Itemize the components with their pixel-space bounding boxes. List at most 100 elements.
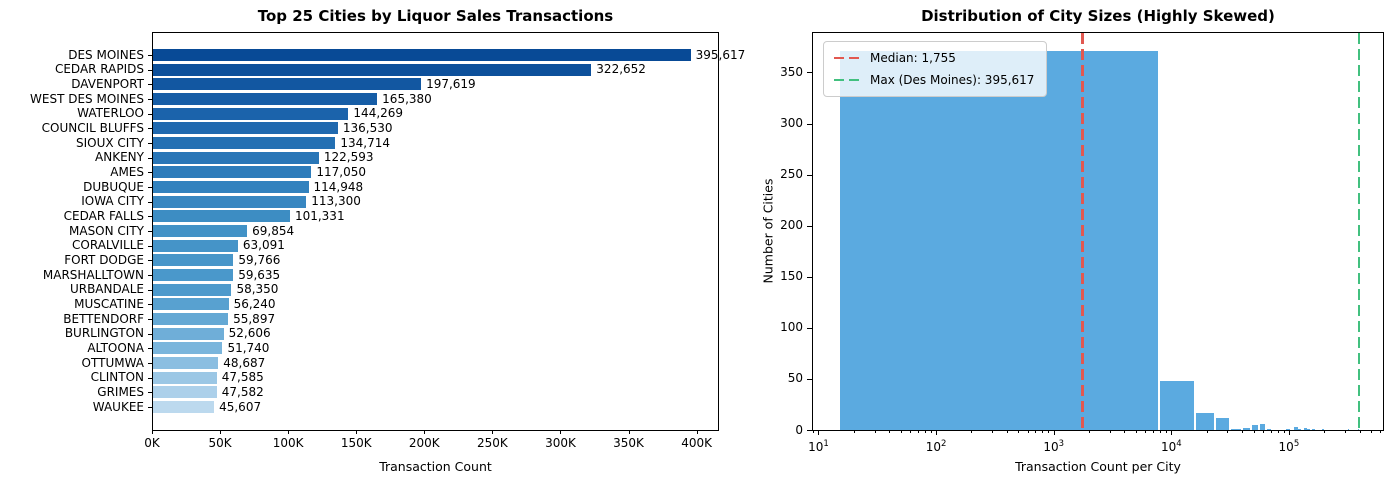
category-label: SIOUX CITY bbox=[76, 135, 144, 150]
legend-label-median: Median: 1,755 bbox=[870, 50, 956, 65]
x-tick-label: 300K bbox=[545, 436, 576, 450]
x-minor-tick bbox=[900, 430, 902, 433]
y-tick bbox=[148, 55, 152, 56]
x-tick-label: 50K bbox=[208, 436, 232, 450]
x-minor-tick bbox=[1042, 430, 1044, 433]
x-minor-tick bbox=[924, 430, 926, 433]
histogram-bar bbox=[1194, 412, 1216, 430]
y-tick-label: 250 bbox=[780, 167, 803, 182]
category-label: BURLINGTON bbox=[64, 326, 144, 341]
x-minor-tick bbox=[917, 430, 919, 433]
histogram-bar bbox=[1321, 428, 1324, 430]
bar bbox=[153, 312, 229, 326]
x-tick-label: 0K bbox=[144, 436, 160, 450]
bar-value-label: 47,585 bbox=[221, 370, 264, 385]
x-minor-tick bbox=[1006, 430, 1008, 433]
y-tick bbox=[148, 245, 152, 247]
bar-value-label: 114,948 bbox=[313, 179, 364, 194]
histogram-bar bbox=[1215, 417, 1231, 430]
y-tick-label: 50 bbox=[787, 371, 803, 386]
bar-value-label: 58,350 bbox=[236, 282, 279, 297]
x-tick-label: 103 bbox=[1029, 437, 1079, 455]
bar bbox=[153, 254, 234, 267]
y-tick-label: 100 bbox=[780, 320, 803, 335]
histogram-bar bbox=[1306, 428, 1310, 430]
y-tick bbox=[148, 69, 152, 71]
y-tick bbox=[148, 348, 152, 350]
category-label: WEST DES MOINES bbox=[30, 91, 144, 106]
histogram-bar bbox=[1265, 428, 1272, 430]
bar bbox=[153, 342, 223, 355]
histogram-bar bbox=[839, 51, 1160, 430]
x-minor-tick bbox=[853, 430, 855, 433]
y-tick bbox=[148, 187, 152, 188]
log-tick-text: 104 bbox=[1160, 439, 1182, 454]
y-tick bbox=[148, 216, 152, 218]
y-tick bbox=[148, 260, 152, 262]
category-label: DAVENPORT bbox=[71, 76, 144, 91]
bar-value-label: 322,652 bbox=[596, 62, 646, 77]
median-dashed-line-swatch bbox=[834, 56, 860, 60]
y-tick bbox=[148, 172, 152, 174]
bar bbox=[153, 48, 691, 62]
log-tick-text: 101 bbox=[808, 439, 829, 454]
x-tick bbox=[560, 430, 562, 434]
bar-chart-plot-area bbox=[152, 32, 719, 431]
y-tick bbox=[148, 392, 152, 394]
bar-value-label: 63,091 bbox=[242, 238, 285, 253]
x-minor-tick bbox=[1242, 430, 1244, 433]
x-minor-tick bbox=[1145, 430, 1147, 433]
x-tick bbox=[1171, 430, 1173, 435]
category-label: MARSHALLTOWN bbox=[42, 267, 144, 282]
x-tick-label: 400K bbox=[681, 436, 712, 450]
y-tick bbox=[807, 225, 812, 227]
category-label: MUSCATINE bbox=[74, 296, 144, 311]
x-minor-tick bbox=[1018, 430, 1020, 433]
x-tick-label: 350K bbox=[613, 436, 644, 450]
category-label: MASON CITY bbox=[69, 223, 144, 238]
y-tick bbox=[807, 72, 812, 74]
max-dashed-line-swatch bbox=[834, 78, 860, 82]
bar-value-label: 101,331 bbox=[294, 208, 345, 223]
histogram-xlabel: Transaction Count per City bbox=[1015, 459, 1181, 474]
bar-value-label: 117,050 bbox=[316, 164, 366, 179]
log-tick-text: 105 bbox=[1278, 439, 1300, 454]
y-tick-label: 300 bbox=[780, 116, 803, 131]
x-minor-tick bbox=[1371, 430, 1373, 433]
histogram-bar bbox=[1294, 426, 1298, 430]
histogram-bar bbox=[1258, 423, 1266, 430]
y-tick-label: 350 bbox=[780, 64, 803, 79]
bar bbox=[153, 224, 248, 238]
bar-value-label: 122,593 bbox=[323, 150, 374, 165]
bar bbox=[153, 356, 219, 370]
x-tick-label: 200K bbox=[408, 436, 440, 450]
bar bbox=[153, 283, 232, 296]
category-label: AMES bbox=[110, 164, 144, 179]
bar bbox=[153, 386, 217, 399]
x-minor-tick bbox=[813, 430, 815, 433]
x-tick bbox=[356, 430, 358, 434]
x-tick bbox=[288, 430, 290, 434]
category-label: GRIMES bbox=[97, 384, 144, 399]
legend-item-median: Median: 1,755 bbox=[834, 49, 1034, 67]
bar-value-label: 165,380 bbox=[382, 91, 432, 106]
category-label: DUBUQUE bbox=[83, 179, 144, 194]
x-minor-tick bbox=[930, 430, 932, 433]
bar-value-label: 56,240 bbox=[233, 296, 276, 311]
bar bbox=[153, 166, 312, 179]
x-minor-tick bbox=[1270, 430, 1272, 433]
histogram-bar bbox=[1241, 427, 1251, 430]
x-minor-tick bbox=[1262, 430, 1264, 433]
bar-value-label: 197,619 bbox=[426, 76, 476, 91]
y-tick bbox=[148, 231, 152, 232]
y-tick bbox=[148, 157, 152, 159]
y-tick bbox=[148, 363, 152, 364]
histogram-title: Distribution of City Sizes (Highly Skewe… bbox=[921, 7, 1275, 25]
x-minor-tick bbox=[1206, 430, 1208, 433]
category-label: URBANDALE bbox=[69, 282, 144, 297]
x-minor-tick bbox=[1380, 430, 1382, 433]
category-label: DES MOINES bbox=[68, 47, 144, 62]
x-tick bbox=[152, 430, 153, 434]
bar-value-label: 69,854 bbox=[252, 223, 295, 238]
legend: Median: 1,755 Max (Des Moines): 395,617 bbox=[823, 41, 1048, 97]
